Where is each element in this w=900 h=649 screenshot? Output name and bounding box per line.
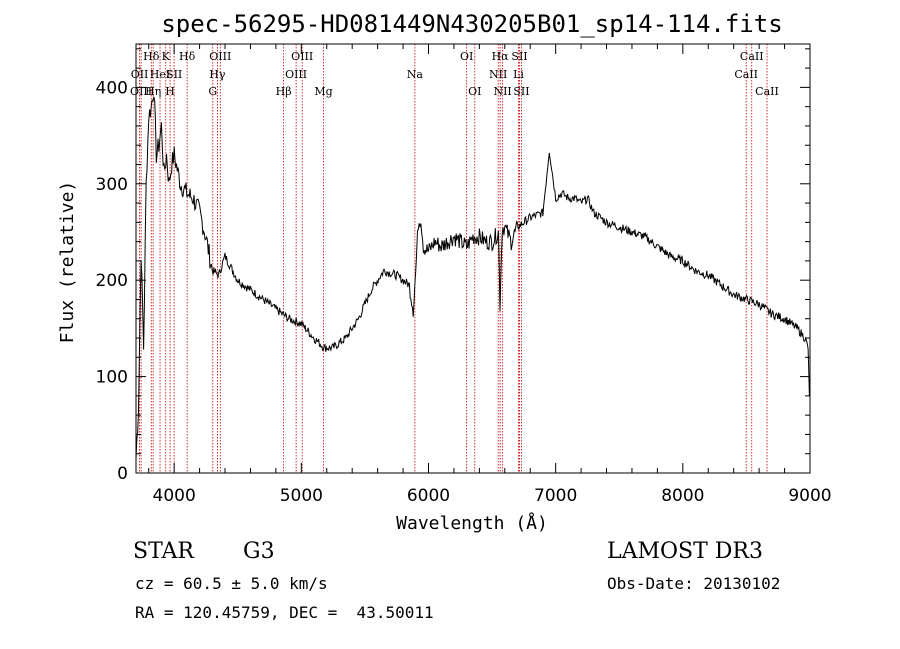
spectral-line-label: SII: [166, 68, 182, 81]
spectral-line-label: OIII: [209, 50, 231, 63]
chart-title: spec-56295-HD081449N430205B01_sp14-114.f…: [161, 10, 782, 38]
spectral-line-label: Mg: [314, 85, 332, 98]
y-tick-label: 300: [96, 175, 128, 195]
spectral-line-label: OI: [460, 50, 473, 63]
y-tick-label: 200: [96, 271, 128, 291]
x-axis-label: Wavelength (Å): [396, 512, 548, 534]
spectral-line-label: OIII: [285, 68, 307, 81]
spectral-line-label: OII: [131, 68, 149, 81]
spectral-line-label: Hγ: [209, 68, 226, 81]
spectral-line-label: HeI: [150, 68, 170, 81]
y-axis-label: Flux (relative): [57, 181, 78, 344]
spectral-line-label: CaII: [734, 68, 758, 81]
spectral-line-label: Hη: [145, 85, 161, 98]
spectral-line-label: Hα: [492, 50, 510, 63]
spectral-line-label: Hδ: [179, 50, 196, 63]
spectral-line-markers: [139, 44, 768, 473]
spectral-line-label: SII: [513, 85, 529, 98]
x-tick-label: 9000: [788, 486, 831, 506]
x-tick-label: 4000: [153, 486, 196, 506]
spectrum-series-line: [135, 96, 810, 459]
x-tick-label: 7000: [534, 486, 577, 506]
spectral-line-label: OIII: [291, 50, 313, 63]
coordinates-readout: RA = 120.45759, DEC = 43.50011: [135, 603, 434, 622]
x-tick-label: 6000: [407, 486, 450, 506]
spectral-line-label: Hβ: [276, 85, 292, 98]
spectral-line-label: CaII: [740, 50, 764, 63]
observation-date: Obs-Date: 20130102: [607, 574, 781, 593]
plot-frame: [135, 43, 811, 474]
y-tick-label: 0: [117, 464, 128, 484]
spectral-line-label: Na: [407, 68, 424, 81]
spectral-line-label: G: [208, 85, 217, 98]
x-axis-ticks: 4000 5000 6000 7000 8000 9000: [148, 44, 832, 506]
spectral-line-label: SII: [511, 50, 527, 63]
x-tick-label: 5000: [280, 486, 323, 506]
x-tick-label: 8000: [661, 486, 704, 506]
y-axis-ticks: 0 100 200 300 400: [96, 48, 810, 484]
spectral-line-label: H: [165, 85, 175, 98]
spectral-line-label: K: [162, 50, 171, 63]
survey-name: LAMOST DR3: [607, 539, 763, 564]
spectral-line-label: NII: [489, 68, 507, 81]
spectral-line-label: OI: [468, 85, 481, 98]
spectral-line-label: CaII: [755, 85, 779, 98]
spectral-line-label: NII: [493, 85, 511, 98]
spectral-line-label: Hδ: [143, 50, 160, 63]
spectral-line-label: Li: [513, 68, 524, 81]
y-tick-label: 400: [96, 78, 128, 98]
y-tick-label: 100: [96, 368, 128, 388]
object-type: STAR: [133, 539, 194, 564]
redshift-readout: cz = 60.5 ± 5.0 km/s: [135, 574, 328, 593]
spectral-subclass: G3: [243, 539, 275, 564]
